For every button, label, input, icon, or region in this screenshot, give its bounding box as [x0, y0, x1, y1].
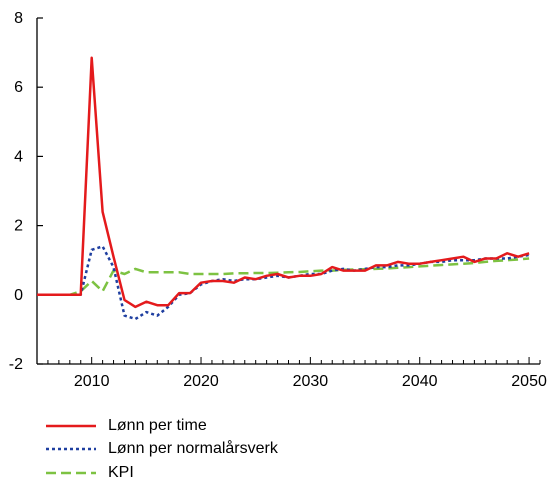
legend-item: Lønn per time — [42, 414, 278, 438]
y-tick-label: 4 — [14, 148, 23, 165]
x-tick-label: 2050 — [511, 373, 547, 390]
x-tick-label: 2030 — [293, 373, 329, 390]
y-tick-label: -2 — [9, 356, 23, 373]
y-tick-label: 0 — [14, 287, 23, 304]
axes: -2 0 2 4 6 8 2010 2020 2030 2040 2050 — [9, 10, 547, 390]
legend-item: Lønn per normalårsverk — [42, 438, 278, 462]
legend-swatch — [46, 448, 96, 451]
x-tick-label: 2040 — [402, 373, 438, 390]
legend: Lønn per time Lønn per normalårsverk KPI — [42, 414, 278, 485]
x-tick-label: 2020 — [183, 373, 219, 390]
plot-area — [37, 56, 530, 321]
legend-label: Lønn per normalårsverk — [108, 440, 278, 458]
x-tick-label: 2010 — [74, 373, 110, 390]
y-tick-label: 2 — [14, 218, 23, 235]
legend-label: KPI — [108, 463, 134, 481]
y-tick-label: 6 — [14, 79, 23, 96]
line-chart: -2 0 2 4 6 8 2010 2020 2030 2040 2050 — [9, 10, 547, 390]
legend-swatch — [46, 424, 96, 427]
legend-label: Lønn per time — [108, 416, 207, 434]
series-line-0 — [37, 56, 530, 309]
legend-item: KPI — [42, 461, 278, 485]
y-tick-label: 8 — [14, 10, 23, 27]
legend-swatch — [46, 471, 96, 474]
